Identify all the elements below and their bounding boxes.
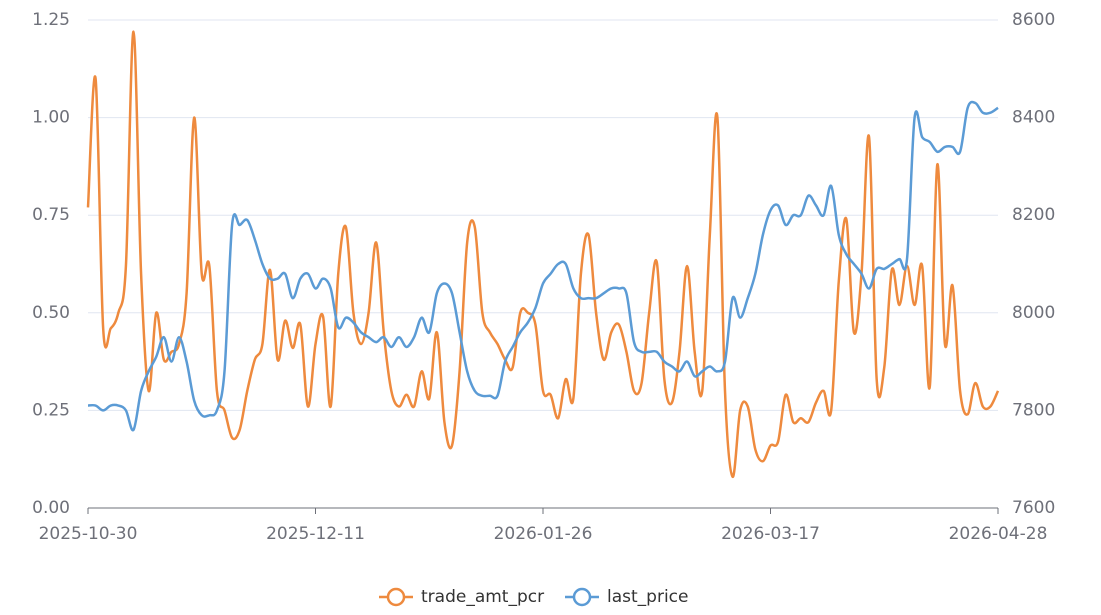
y-tick-label: 0.50 [32,303,70,323]
y-tick-label: 0.25 [32,400,70,420]
y2-tick-label: 8600 [1012,10,1055,30]
y2-tick-label: 8400 [1012,108,1055,128]
x-tick-label: 2026-03-17 [721,524,820,544]
y-tick-label: 0.00 [32,498,70,518]
series-line [87,100,999,432]
legend-symbol [386,587,406,607]
y2-tick-label: 7800 [1012,400,1055,420]
legend-label: last_price [607,587,688,607]
x-tick-label: 2025-10-30 [39,524,138,544]
y-tick-label: 1.00 [32,108,70,128]
y2-tick-label: 8000 [1012,303,1055,323]
y-tick-label: 0.75 [32,205,70,225]
x-tick-label: 2026-04-28 [949,524,1048,544]
y2-tick-label: 7600 [1012,498,1055,518]
x-tick-label: 2026-01-26 [494,524,593,544]
y-tick-label: 1.25 [32,10,70,30]
legend-symbol [572,587,592,607]
y2-tick-label: 8200 [1012,205,1055,225]
legend-label: trade_amt_pcr [421,587,544,607]
x-tick-label: 2025-12-11 [266,524,365,544]
